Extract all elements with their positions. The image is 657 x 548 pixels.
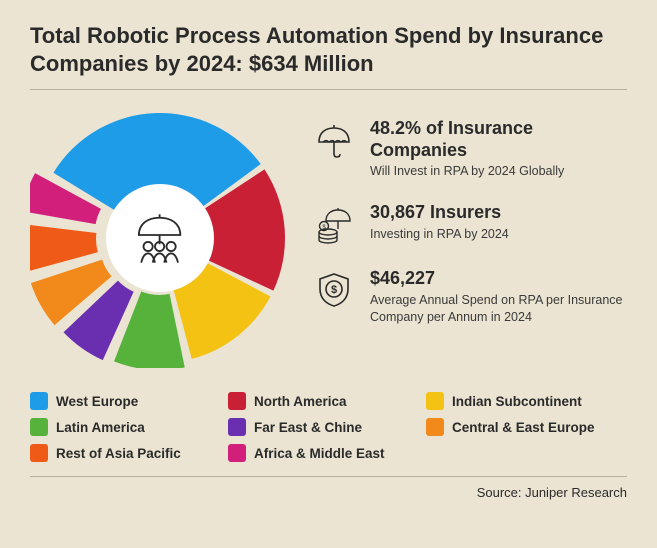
legend-label: Latin America [56, 420, 145, 435]
legend-swatch [30, 392, 48, 410]
donut-chart [30, 108, 290, 368]
legend-label: Indian Subcontinent [452, 394, 582, 409]
stat-sub: Will Invest in RPA by 2024 Globally [370, 163, 627, 180]
legend-swatch [228, 444, 246, 462]
stat-headline: $46,227 [370, 268, 627, 290]
stats-column: 48.2% of Insurance Companies Will Invest… [312, 108, 627, 325]
legend-item: Central & East Europe [426, 418, 612, 436]
legend-item: Indian Subcontinent [426, 392, 612, 410]
umbrella-coins-icon: $ [312, 202, 356, 246]
legend-item: Far East & Chine [228, 418, 414, 436]
stat-text: $46,227 Average Annual Spend on RPA per … [370, 268, 627, 325]
legend-label: Africa & Middle East [254, 446, 385, 461]
legend-swatch [228, 418, 246, 436]
stat-text: 48.2% of Insurance Companies Will Invest… [370, 118, 627, 180]
source-line: Source: Juniper Research [30, 477, 627, 500]
stat-row: 48.2% of Insurance Companies Will Invest… [312, 118, 627, 180]
stat-sub: Investing in RPA by 2024 [370, 226, 509, 243]
legend-label: North America [254, 394, 347, 409]
legend-item: North America [228, 392, 414, 410]
page-title: Total Robotic Process Automation Spend b… [30, 22, 627, 77]
legend-item: Rest of Asia Pacific [30, 444, 216, 462]
stat-text: 30,867 Insurers Investing in RPA by 2024 [370, 202, 509, 242]
legend-swatch [426, 392, 444, 410]
stat-headline: 30,867 Insurers [370, 202, 509, 224]
legend-item: Africa & Middle East [228, 444, 414, 462]
stat-sub: Average Annual Spend on RPA per Insuranc… [370, 292, 627, 326]
divider-top [30, 89, 627, 90]
legend-swatch [30, 418, 48, 436]
legend-swatch [426, 418, 444, 436]
legend-swatch [30, 444, 48, 462]
shield-dollar-icon: $ [312, 268, 356, 312]
stat-row: $ $46,227 Average Annual Spend on RPA pe… [312, 268, 627, 325]
legend-item: West Europe [30, 392, 216, 410]
main-row: 48.2% of Insurance Companies Will Invest… [30, 108, 627, 368]
legend-item: Latin America [30, 418, 216, 436]
stat-headline: 48.2% of Insurance Companies [370, 118, 627, 161]
infographic-card: Total Robotic Process Automation Spend b… [0, 0, 657, 548]
umbrella-icon [312, 118, 356, 162]
legend-swatch [228, 392, 246, 410]
svg-text:$: $ [331, 284, 337, 296]
legend-label: Rest of Asia Pacific [56, 446, 181, 461]
legend: West Europe North America Indian Subcontin… [30, 392, 627, 462]
legend-label: West Europe [56, 394, 138, 409]
legend-label: Far East & Chine [254, 420, 362, 435]
stat-row: $ 30,867 Insurers Investing in RPA by 20… [312, 202, 627, 246]
legend-label: Central & East Europe [452, 420, 595, 435]
